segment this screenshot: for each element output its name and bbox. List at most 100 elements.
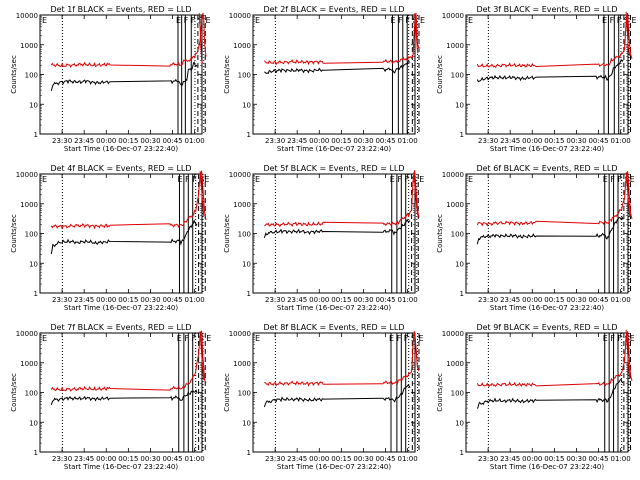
x-tick-label: 23:30 [478,455,498,463]
event-marker-letters: E F F SE [603,334,635,343]
panel-title: Det 9f BLACK = Events, RED = LLD [476,323,617,332]
x-tick-label: 00:45 [375,455,395,463]
y-tick-label: 1000 [446,360,464,368]
y-tick-label: 1000 [20,360,38,368]
y-tick-label: 100 [451,390,464,398]
y-tick-label: 1 [247,290,251,298]
y-tick-label: 100 [238,231,251,239]
y-tick-label: 100 [238,72,251,80]
y-tick-label: 100 [25,72,38,80]
start-marker-letter: E [42,16,47,25]
y-tick-label: 10 [29,419,38,427]
y-tick-label: 100 [451,72,464,80]
x-tick-label: 23:30 [52,296,72,304]
panel-det-2: Det 2f BLACK = Events, RED = LLD 1 10 100 10… [223,5,425,153]
x-tick-label: 00:30 [140,137,160,145]
x-tick-label: 00:00 [96,296,116,304]
x-axis-label: Start Time (16-Dec-07 23:22:40) [490,304,604,312]
y-tick-label: 1000 [446,201,464,209]
y-tick-label: 10000 [16,12,38,20]
black-events-series [476,378,624,409]
x-tick-label: 00:30 [353,296,373,304]
x-tick-label: 00:00 [96,455,116,463]
panel-title: Det 5f BLACK = Events, RED = LLD [263,164,404,173]
red-lld-end-segment [625,172,631,217]
black-events-series [264,61,411,75]
x-tick-label: 23:30 [265,455,285,463]
y-tick-label: 1 [34,449,38,457]
x-tick-label: 23:45 [74,455,94,463]
x-tick-label: 23:30 [52,455,72,463]
panel-title: Det 4f BLACK = Events, RED = LLD [50,164,191,173]
y-tick-label: 10 [29,101,38,109]
black-events-series [263,218,411,238]
x-tick-label: 00:00 [522,137,542,145]
y-tick-label: 1 [460,131,464,139]
y-tick-label: 10000 [229,330,251,338]
x-tick-label: 00:15 [331,455,351,463]
y-tick-label: 100 [25,231,38,239]
x-tick-label: 00:45 [375,137,395,145]
panel-det-5: Det 5f BLACK = Events, RED = LLD 1 10 100 10… [223,164,424,312]
y-tick-label: 1000 [233,201,251,209]
x-tick-label: 00:00 [309,137,329,145]
y-tick-label: 1000 [20,201,38,209]
x-tick-label: 01:00 [398,137,418,145]
x-tick-label: 23:45 [500,137,520,145]
x-tick-label: 01:00 [185,137,205,145]
red-lld-series [50,13,207,68]
x-tick-label: 01:00 [611,137,631,145]
red-lld-series [476,170,633,227]
black-events-series [476,216,624,245]
plot-frame [465,173,629,294]
y-tick-label: 1000 [446,42,464,50]
x-tick-label: 23:30 [478,296,498,304]
y-tick-label: 10000 [229,171,251,179]
y-axis-label: Counts/sec [436,373,444,412]
y-axis-label: Counts/sec [223,373,231,412]
x-tick-label: 00:45 [162,455,182,463]
start-marker-letter: E [255,334,260,343]
y-tick-label: 1 [247,449,251,457]
panel-det-8: Det 8f BLACK = Events, RED = LLD 1 10 100 10… [223,323,424,471]
x-tick-label: 23:30 [478,137,498,145]
plot-frame [39,173,203,294]
red-lld-end-segment [413,172,418,215]
x-axis-label: Start Time (16-Dec-07 23:22:40) [490,145,604,153]
x-tick-label: 23:30 [52,137,72,145]
x-tick-label: 01:00 [398,455,418,463]
black-events-series [476,58,624,83]
y-tick-label: 10 [242,260,251,268]
x-tick-label: 00:45 [588,137,608,145]
x-tick-label: 00:30 [566,137,586,145]
y-tick-label: 10000 [229,12,251,20]
red-lld-series [263,12,420,66]
plot-frame [465,332,629,453]
black-events-series [50,389,198,405]
x-tick-label: 00:15 [544,455,564,463]
y-tick-label: 1000 [233,360,251,368]
x-axis-label: Start Time (16-Dec-07 23:22:40) [490,463,604,471]
x-tick-label: 01:00 [185,455,205,463]
y-tick-label: 1 [34,290,38,298]
x-axis-label: Start Time (16-Dec-07 23:22:40) [277,463,391,471]
x-tick-label: 23:45 [74,296,94,304]
plot-frame [252,14,416,135]
y-tick-label: 100 [25,390,38,398]
panel-title: Det 6f BLACK = Events, RED = LLD [476,164,617,173]
red-lld-series [476,331,633,388]
black-events-series [263,384,411,408]
x-axis-label: Start Time (16-Dec-07 23:22:40) [277,145,391,153]
x-tick-label: 23:45 [287,455,307,463]
y-tick-label: 10 [455,101,464,109]
panel-title: Det 3f BLACK = Events, RED = LLD [476,5,617,14]
black-events-series [50,219,198,255]
event-marker-letters: E F F S E [176,16,211,25]
red-lld-end-segment [199,331,205,381]
x-tick-label: 23:30 [265,296,285,304]
y-axis-label: Counts/sec [436,214,444,253]
red-lld-end-segment [414,13,419,54]
x-tick-label: 23:45 [287,296,307,304]
y-tick-label: 100 [451,231,464,239]
x-tick-label: 00:45 [375,296,395,304]
